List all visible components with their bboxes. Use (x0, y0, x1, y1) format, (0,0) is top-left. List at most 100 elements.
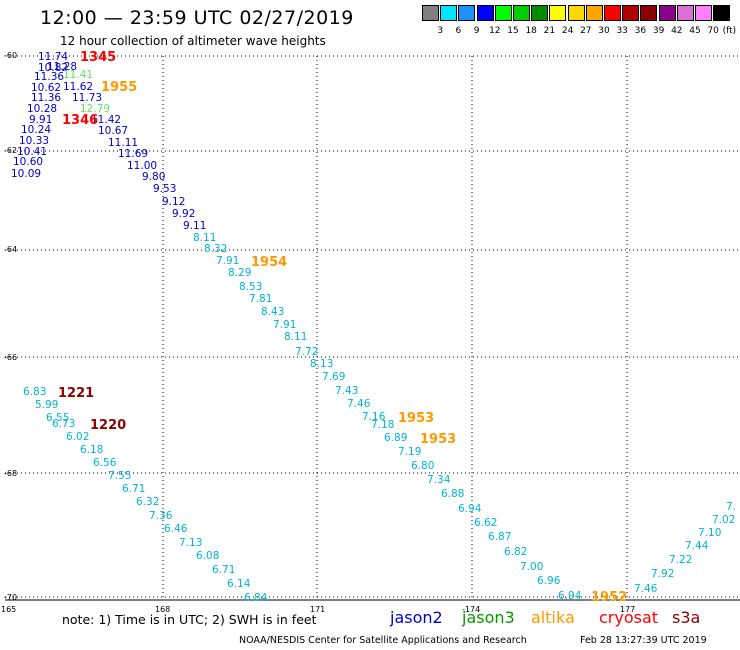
wave-height-value: 7.16 (362, 411, 386, 423)
wave-height-value: 6.56 (93, 457, 117, 469)
wave-height-value: 6.94 (558, 590, 582, 602)
wave-height-value: 7.19 (398, 446, 421, 458)
latitude-label: -60 (4, 51, 17, 60)
wave-height-value: 6.73 (52, 418, 75, 430)
legend-swatch (658, 5, 676, 21)
wave-height-value: 10.33 (19, 135, 49, 147)
wave-height-value: 7. (726, 501, 736, 513)
wave-height-value: 6.82 (504, 546, 527, 558)
wave-height-value: 8.53 (239, 281, 262, 293)
legend-tick-label: 27 (580, 26, 592, 36)
wave-height-value: 8.13 (310, 358, 333, 370)
legend-swatch (440, 5, 458, 21)
legend-swatch (458, 5, 476, 21)
legend-swatch (640, 5, 658, 21)
wave-height-value: 11.36 (31, 92, 61, 104)
wave-height-value: 6.14 (227, 578, 251, 590)
legend-swatch (567, 5, 585, 21)
map-subtitle: 12 hour collection of altimeter wave hei… (60, 34, 326, 48)
wave-height-value: 7.02 (712, 514, 735, 526)
legend-swatch (604, 5, 621, 21)
wave-height-value: 7.72 (295, 346, 318, 358)
satellite-legend-jason2: jason2 (390, 608, 443, 627)
track-time-label: 1953 (398, 411, 434, 426)
legend-swatch (713, 5, 731, 21)
satellite-legend-cryosat: cryosat (599, 608, 659, 627)
wave-height-value: 10.41 (17, 146, 47, 158)
wave-height-value: 11.69 (118, 148, 148, 160)
latitude-label: -70 (4, 593, 17, 602)
wave-height-value: 11.00 (127, 160, 157, 172)
wave-height-value: 7.55 (108, 470, 131, 482)
latitude-label: -68 (4, 469, 17, 478)
wave-height-value: 11.42 (91, 114, 121, 126)
wave-height-value: 11.11 (108, 137, 138, 149)
wave-height-value: 9.53 (153, 183, 176, 195)
legend-tick-label: 36 (634, 26, 647, 36)
wave-height-value: 9.11 (183, 220, 206, 232)
wave-height-value: 7.13 (179, 537, 202, 549)
footer-note: note: 1) Time is in UTC; 2) SWH is in fe… (62, 612, 317, 627)
wave-height-value: 6.32 (136, 496, 159, 508)
wave-height-value: 8.11 (284, 331, 307, 343)
legend-tick-label: 33 (616, 26, 628, 36)
legend-swatch (676, 5, 694, 21)
wave-height-value: 11.41 (63, 69, 93, 81)
map-title: 12:00 — 23:59 UTC 02/27/2019 (40, 7, 354, 29)
wave-height-value: 7.46 (634, 583, 658, 595)
wave-height-value: 11.62 (63, 81, 93, 93)
legend-swatch (513, 5, 530, 21)
wave-height-value: 7.36 (149, 510, 173, 522)
wave-height-value: 7.91 (273, 319, 296, 331)
legend-tick-label: 42 (671, 26, 683, 36)
track-time-label: 1346 (62, 113, 98, 128)
wave-height-value: 7.69 (322, 371, 345, 383)
wave-height-value: 7.22 (669, 554, 692, 566)
track-time-label: 1345 (80, 50, 116, 65)
wave-height-value: 9.80 (142, 171, 165, 183)
legend-swatch (531, 5, 549, 21)
wave-height-value: 6.62 (474, 517, 497, 529)
legend-swatch (622, 5, 640, 21)
wave-height-value: 10.62 (31, 82, 61, 94)
wave-height-value: 6.02 (66, 431, 89, 443)
legend-swatch (585, 5, 603, 21)
wave-height-value: 11.28 (47, 61, 77, 73)
satellite-legend-jason3: jason3 (462, 608, 515, 627)
wave-height-value: 8.11 (193, 232, 216, 244)
track-labels-layer: 1345 1955 1346 1954 1221 1220 1953 1953 1952 (58, 50, 627, 605)
latitude-label: -64 (4, 245, 17, 254)
legend-tick-label: 45 (689, 26, 701, 36)
wave-height-value: 11.73 (72, 92, 102, 104)
wave-height-value: 6.84 (244, 592, 268, 604)
satellite-legend-s3a: s3a (672, 608, 701, 627)
wave-height-value: 10.24 (21, 124, 51, 136)
wave-height-value: 11.74 (38, 51, 68, 63)
wave-height-value: 6.96 (537, 575, 561, 587)
longitude-label: 165 (1, 605, 16, 614)
wave-height-value: 7.43 (335, 385, 358, 397)
legend-swatch (422, 5, 439, 21)
legend-tick-label: 30 (598, 26, 610, 36)
longitude-label: 168 (155, 605, 170, 614)
wave-height-value: 5.99 (35, 399, 58, 411)
legend-tick-label: 9 (473, 26, 480, 36)
legend-unit: (ft) (722, 26, 737, 36)
wave-height-value: 10.28 (27, 103, 57, 115)
wave-height-value: 7.46 (347, 398, 371, 410)
wave-height-value: 10.60 (13, 156, 43, 168)
wave-height-value: 6.71 (122, 483, 145, 495)
wave-height-value: 9.92 (172, 208, 195, 220)
wave-height-value: 10.67 (98, 125, 128, 137)
wave-height-value: 6.80 (411, 460, 434, 472)
wave-height-value: 6.08 (196, 550, 219, 562)
wave-height-value: 6.55 (46, 412, 69, 424)
legend-tick-label: 21 (543, 26, 556, 36)
legend-swatch (494, 5, 512, 21)
wave-height-value: 7.44 (685, 540, 709, 552)
wave-height-value: 9.12 (162, 196, 185, 208)
longitude-label: -174 (462, 605, 480, 614)
wave-height-value: 7.92 (651, 568, 674, 580)
legend-swatch (476, 5, 494, 21)
track-time-label: 1953 (420, 432, 456, 447)
